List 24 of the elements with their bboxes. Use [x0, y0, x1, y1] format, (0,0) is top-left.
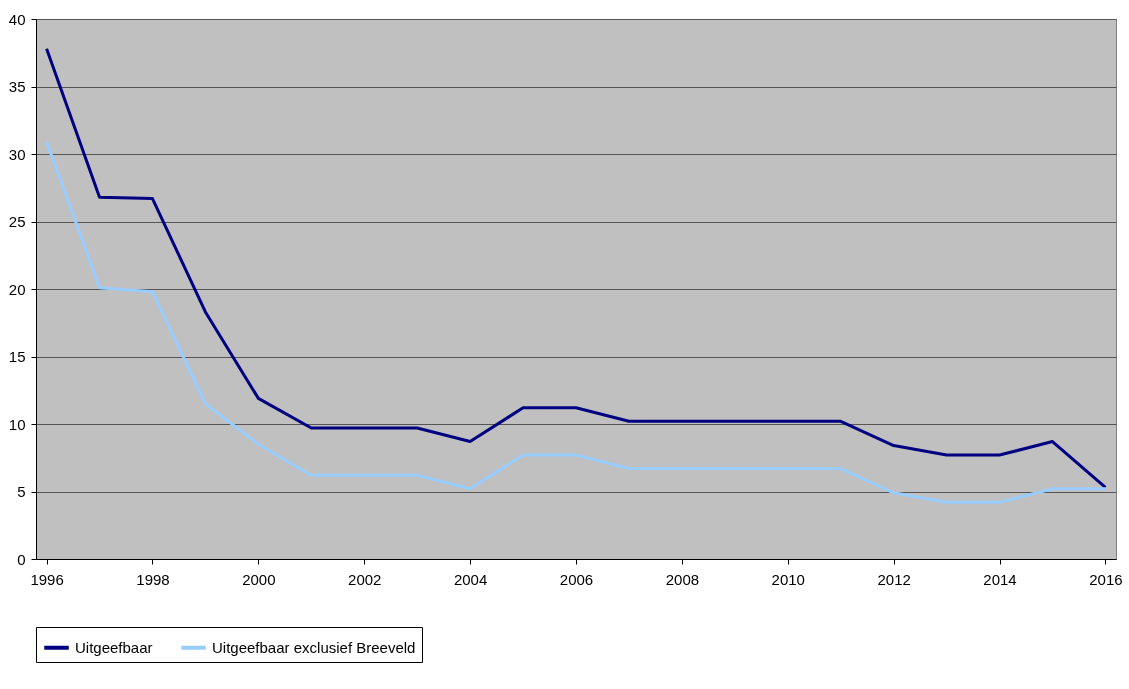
x-tick-label: 2010 [771, 570, 805, 588]
line-series [45, 47, 1107, 489]
x-tick-label: 2000 [242, 570, 276, 588]
y-tick-label: 10 [8, 415, 26, 433]
x-tick-label: 2004 [453, 570, 488, 588]
legend-label: Uitgeefbaar exclusief Breeveld [212, 638, 416, 656]
line-series [45, 140, 1107, 504]
x-tick-label: 2014 [983, 570, 1017, 588]
y-tick-label: 35 [8, 78, 26, 95]
legend-label: Uitgeefbaar [75, 638, 153, 656]
y-tick-label: 40 [8, 10, 26, 28]
y-tick-label: 0 [17, 550, 26, 568]
y-tick-label: 25 [8, 213, 26, 230]
y-tick-label: 30 [8, 145, 26, 163]
x-tick-label: 2012 [877, 570, 911, 588]
x-tick-label: 2008 [665, 570, 700, 588]
x-tick-label: 1996 [30, 570, 64, 588]
x-tick-label: 2006 [559, 570, 594, 588]
x-tick-label: 2016 [1089, 570, 1123, 588]
x-tick-label: 1998 [136, 570, 170, 588]
y-tick-label: 5 [17, 483, 26, 500]
y-tick-label: 20 [8, 280, 26, 298]
x-tick-label: 2002 [348, 570, 382, 588]
y-tick-label: 15 [8, 348, 26, 365]
